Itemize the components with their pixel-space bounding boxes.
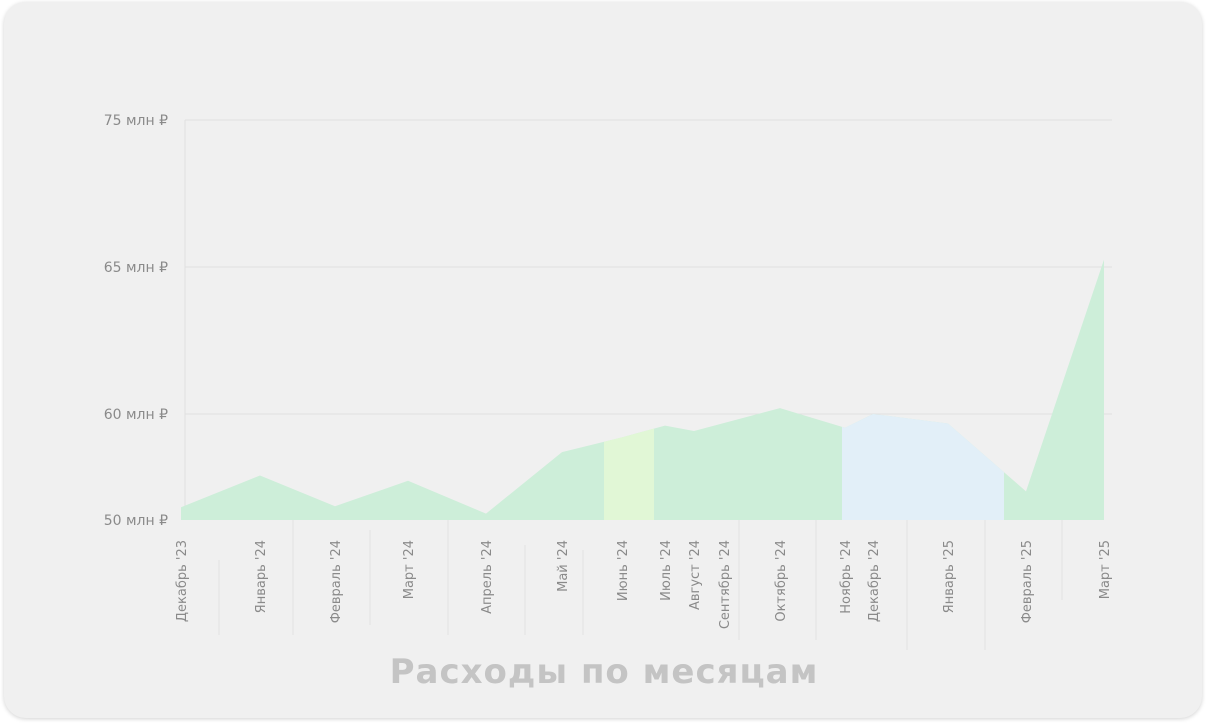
x-tick-label: Октябрь '24 xyxy=(774,540,789,622)
x-tick-label: Январь '25 xyxy=(942,540,957,613)
x-tick-label: Июнь '24 xyxy=(616,540,631,601)
chart-title: Расходы по месяцам xyxy=(389,652,819,692)
y-tick-label: 50 млн ₽ xyxy=(104,513,168,529)
highlight-band xyxy=(604,259,654,520)
x-tick-label: Март '24 xyxy=(402,540,417,599)
highlight-band xyxy=(842,259,1004,520)
y-tick-label: 60 млн ₽ xyxy=(104,407,168,423)
x-tick-label: Ноябрь '24 xyxy=(839,540,854,614)
x-tick-label: Февраль '25 xyxy=(1020,540,1035,623)
chart-card xyxy=(4,2,1202,718)
x-tick-label: Декабрь '23 xyxy=(175,540,190,622)
x-tick-label: Февраль '24 xyxy=(329,540,344,623)
x-tick-label: Январь '24 xyxy=(254,540,269,613)
x-tick-label: Апрель '24 xyxy=(480,540,495,614)
y-tick-label: 75 млн ₽ xyxy=(104,113,168,129)
area-layers xyxy=(181,259,1104,520)
x-axis-ticks: Декабрь '23 Январь '24 Февраль '24 Март '24… xyxy=(175,520,1113,650)
grid-lines xyxy=(184,119,1112,520)
y-tick-label: 65 млн ₽ xyxy=(104,260,168,276)
x-tick-label: Август '24 xyxy=(688,540,703,610)
x-tick-label: Март '25 xyxy=(1098,540,1113,599)
x-tick-label: Сентябрь '24 xyxy=(718,540,733,629)
x-tick-label: Май '24 xyxy=(556,540,571,592)
x-tick-label: Июль '24 xyxy=(659,540,674,601)
x-tick-label: Декабрь '24 xyxy=(867,540,882,622)
y-axis-ticks: 50 млн ₽ 60 млн ₽ 65 млн ₽ 75 млн ₽ xyxy=(104,113,168,529)
